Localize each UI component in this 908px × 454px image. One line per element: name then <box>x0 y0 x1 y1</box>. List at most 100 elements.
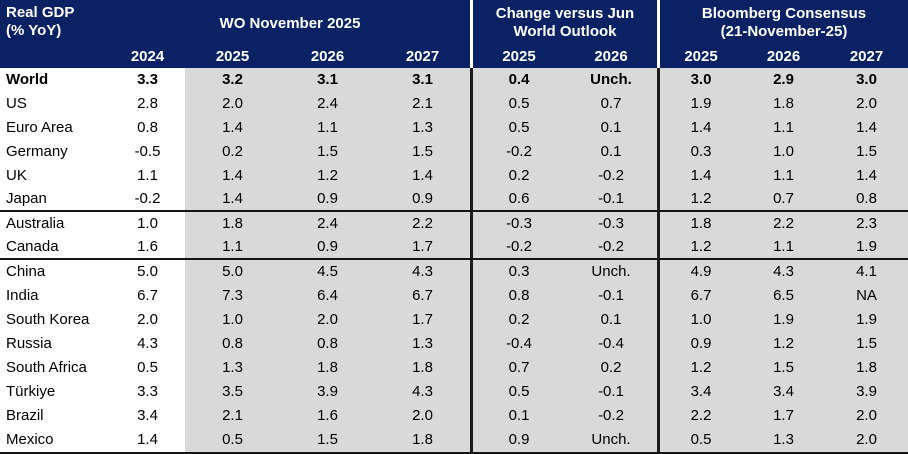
value-cell-wo-2027: 4.3 <box>375 380 470 404</box>
value-cell-chg-2026: -0.2 <box>565 404 657 428</box>
value-cell-bbg-2026: 1.1 <box>742 164 825 188</box>
value-cell-wo-2026: 1.2 <box>280 164 375 188</box>
value-cell-bbg-2026: 2.9 <box>742 68 825 92</box>
value-cell-chg-2025: 0.1 <box>473 404 565 428</box>
value-cell-chg-2025: -0.3 <box>473 212 565 236</box>
value-cell-bbg-2027: 2.0 <box>825 428 908 452</box>
row-label: Germany <box>0 140 110 164</box>
value-cell-bbg-2027: 1.9 <box>825 308 908 332</box>
value-cell-chg-2025: 0.2 <box>473 164 565 188</box>
row-label: Australia <box>0 212 110 236</box>
section-divider-line <box>470 188 473 210</box>
value-cell-bbg-2027: 1.9 <box>825 236 908 258</box>
value-cell-wo-2026: 4.5 <box>280 260 375 284</box>
value-cell-wo-2027: 1.3 <box>375 116 470 140</box>
table-row: Japan -0.2 1.4 0.9 0.9 0.6 -0.1 1.2 0.7 … <box>0 188 908 212</box>
value-cell-2024: 3.3 <box>110 380 185 404</box>
value-cell-bbg-2026: 2.2 <box>742 212 825 236</box>
section-divider-line <box>470 404 473 428</box>
value-cell-wo-2025: 1.4 <box>185 116 280 140</box>
value-cell-2024: 5.0 <box>110 260 185 284</box>
value-cell-chg-2025: 0.9 <box>473 428 565 452</box>
value-cell-bbg-2027: 1.5 <box>825 332 908 356</box>
section-divider-line <box>470 236 473 258</box>
value-cell-bbg-2025: 2.2 <box>660 404 742 428</box>
value-cell-wo-2026: 3.1 <box>280 68 375 92</box>
value-cell-wo-2026: 2.4 <box>280 212 375 236</box>
value-cell-bbg-2026: 6.5 <box>742 284 825 308</box>
value-cell-bbg-2025: 1.2 <box>660 188 742 210</box>
value-cell-2024: -0.5 <box>110 140 185 164</box>
value-cell-chg-2026: -0.4 <box>565 332 657 356</box>
value-cell-bbg-2027: 1.4 <box>825 116 908 140</box>
value-cell-chg-2025: 0.3 <box>473 260 565 284</box>
header-section-divider <box>657 46 660 68</box>
row-label: Euro Area <box>0 116 110 140</box>
header-section-divider <box>470 46 473 68</box>
col-header-chg-2026: 2026 <box>565 46 657 68</box>
header-block-left: Real GDP (% YoY) WO November 2025 <box>0 0 470 46</box>
value-cell-bbg-2025: 1.8 <box>660 212 742 236</box>
value-cell-chg-2026: -0.3 <box>565 212 657 236</box>
value-cell-wo-2027: 2.2 <box>375 212 470 236</box>
value-cell-chg-2025: -0.4 <box>473 332 565 356</box>
value-cell-wo-2027: 1.8 <box>375 428 470 452</box>
table-row: Canada 1.6 1.1 0.9 1.7 -0.2 -0.2 1.2 1.1… <box>0 236 908 260</box>
value-cell-wo-2026: 6.4 <box>280 284 375 308</box>
section-title-change-vs-jun: Change versus Jun World Outlook <box>473 0 657 46</box>
value-cell-chg-2025: 0.7 <box>473 356 565 380</box>
section-divider-line <box>470 332 473 356</box>
section-divider-line <box>657 356 660 380</box>
col-header-2024: 2024 <box>110 46 185 68</box>
table-row: Mexico 1.4 0.5 1.5 1.8 0.9 Unch. 0.5 1.3… <box>0 428 908 452</box>
section-divider-line <box>657 380 660 404</box>
col-header-bbg-2026: 2026 <box>742 46 825 68</box>
value-cell-wo-2027: 4.3 <box>375 260 470 284</box>
table-row: South Korea 2.0 1.0 2.0 1.7 0.2 0.1 1.0 … <box>0 308 908 332</box>
value-cell-chg-2025: 0.2 <box>473 308 565 332</box>
value-cell-chg-2026: -0.2 <box>565 236 657 258</box>
value-cell-wo-2027: 1.7 <box>375 308 470 332</box>
value-cell-chg-2026: 0.2 <box>565 356 657 380</box>
header-section-divider <box>470 0 473 46</box>
value-cell-chg-2025: 0.5 <box>473 380 565 404</box>
value-cell-2024: 1.1 <box>110 164 185 188</box>
table-row: Germany -0.5 0.2 1.5 1.5 -0.2 0.1 0.3 1.… <box>0 140 908 164</box>
row-label: Brazil <box>0 404 110 428</box>
section-divider-line <box>470 428 473 452</box>
value-cell-wo-2026: 1.1 <box>280 116 375 140</box>
table-row: Russia 4.3 0.8 0.8 1.3 -0.4 -0.4 0.9 1.2… <box>0 332 908 356</box>
value-cell-bbg-2025: 1.4 <box>660 164 742 188</box>
value-cell-2024: 0.5 <box>110 356 185 380</box>
value-cell-2024: 6.7 <box>110 284 185 308</box>
row-label: World <box>0 68 110 92</box>
value-cell-bbg-2026: 1.0 <box>742 140 825 164</box>
value-cell-wo-2026: 1.5 <box>280 428 375 452</box>
value-cell-wo-2026: 2.0 <box>280 308 375 332</box>
section-divider-line <box>470 284 473 308</box>
value-cell-chg-2026: Unch. <box>565 428 657 452</box>
table-row: India 6.7 7.3 6.4 6.7 0.8 -0.1 6.7 6.5 N… <box>0 284 908 308</box>
value-cell-wo-2025: 7.3 <box>185 284 280 308</box>
col-header-wo-2026: 2026 <box>280 46 375 68</box>
col-header-bbg-2025: 2025 <box>660 46 742 68</box>
value-cell-wo-2027: 1.4 <box>375 164 470 188</box>
row-label: South Africa <box>0 356 110 380</box>
table-row: Australia 1.0 1.8 2.4 2.2 -0.3 -0.3 1.8 … <box>0 212 908 236</box>
row-label: India <box>0 284 110 308</box>
value-cell-chg-2026: 0.7 <box>565 92 657 116</box>
value-cell-wo-2027: 1.7 <box>375 236 470 258</box>
value-cell-wo-2025: 2.1 <box>185 404 280 428</box>
row-label: South Korea <box>0 308 110 332</box>
value-cell-chg-2025: 0.8 <box>473 284 565 308</box>
value-cell-bbg-2025: 3.4 <box>660 380 742 404</box>
table-row: South Africa 0.5 1.3 1.8 1.8 0.7 0.2 1.2… <box>0 356 908 380</box>
row-label: Canada <box>0 236 110 258</box>
value-cell-wo-2025: 1.4 <box>185 164 280 188</box>
col-header-chg-2025: 2025 <box>473 46 565 68</box>
value-cell-bbg-2026: 0.7 <box>742 188 825 210</box>
value-cell-wo-2025: 1.3 <box>185 356 280 380</box>
value-cell-bbg-2026: 1.7 <box>742 404 825 428</box>
value-cell-bbg-2027: 2.0 <box>825 404 908 428</box>
section-header-row: Real GDP (% YoY) WO November 2025 Change… <box>0 0 908 46</box>
